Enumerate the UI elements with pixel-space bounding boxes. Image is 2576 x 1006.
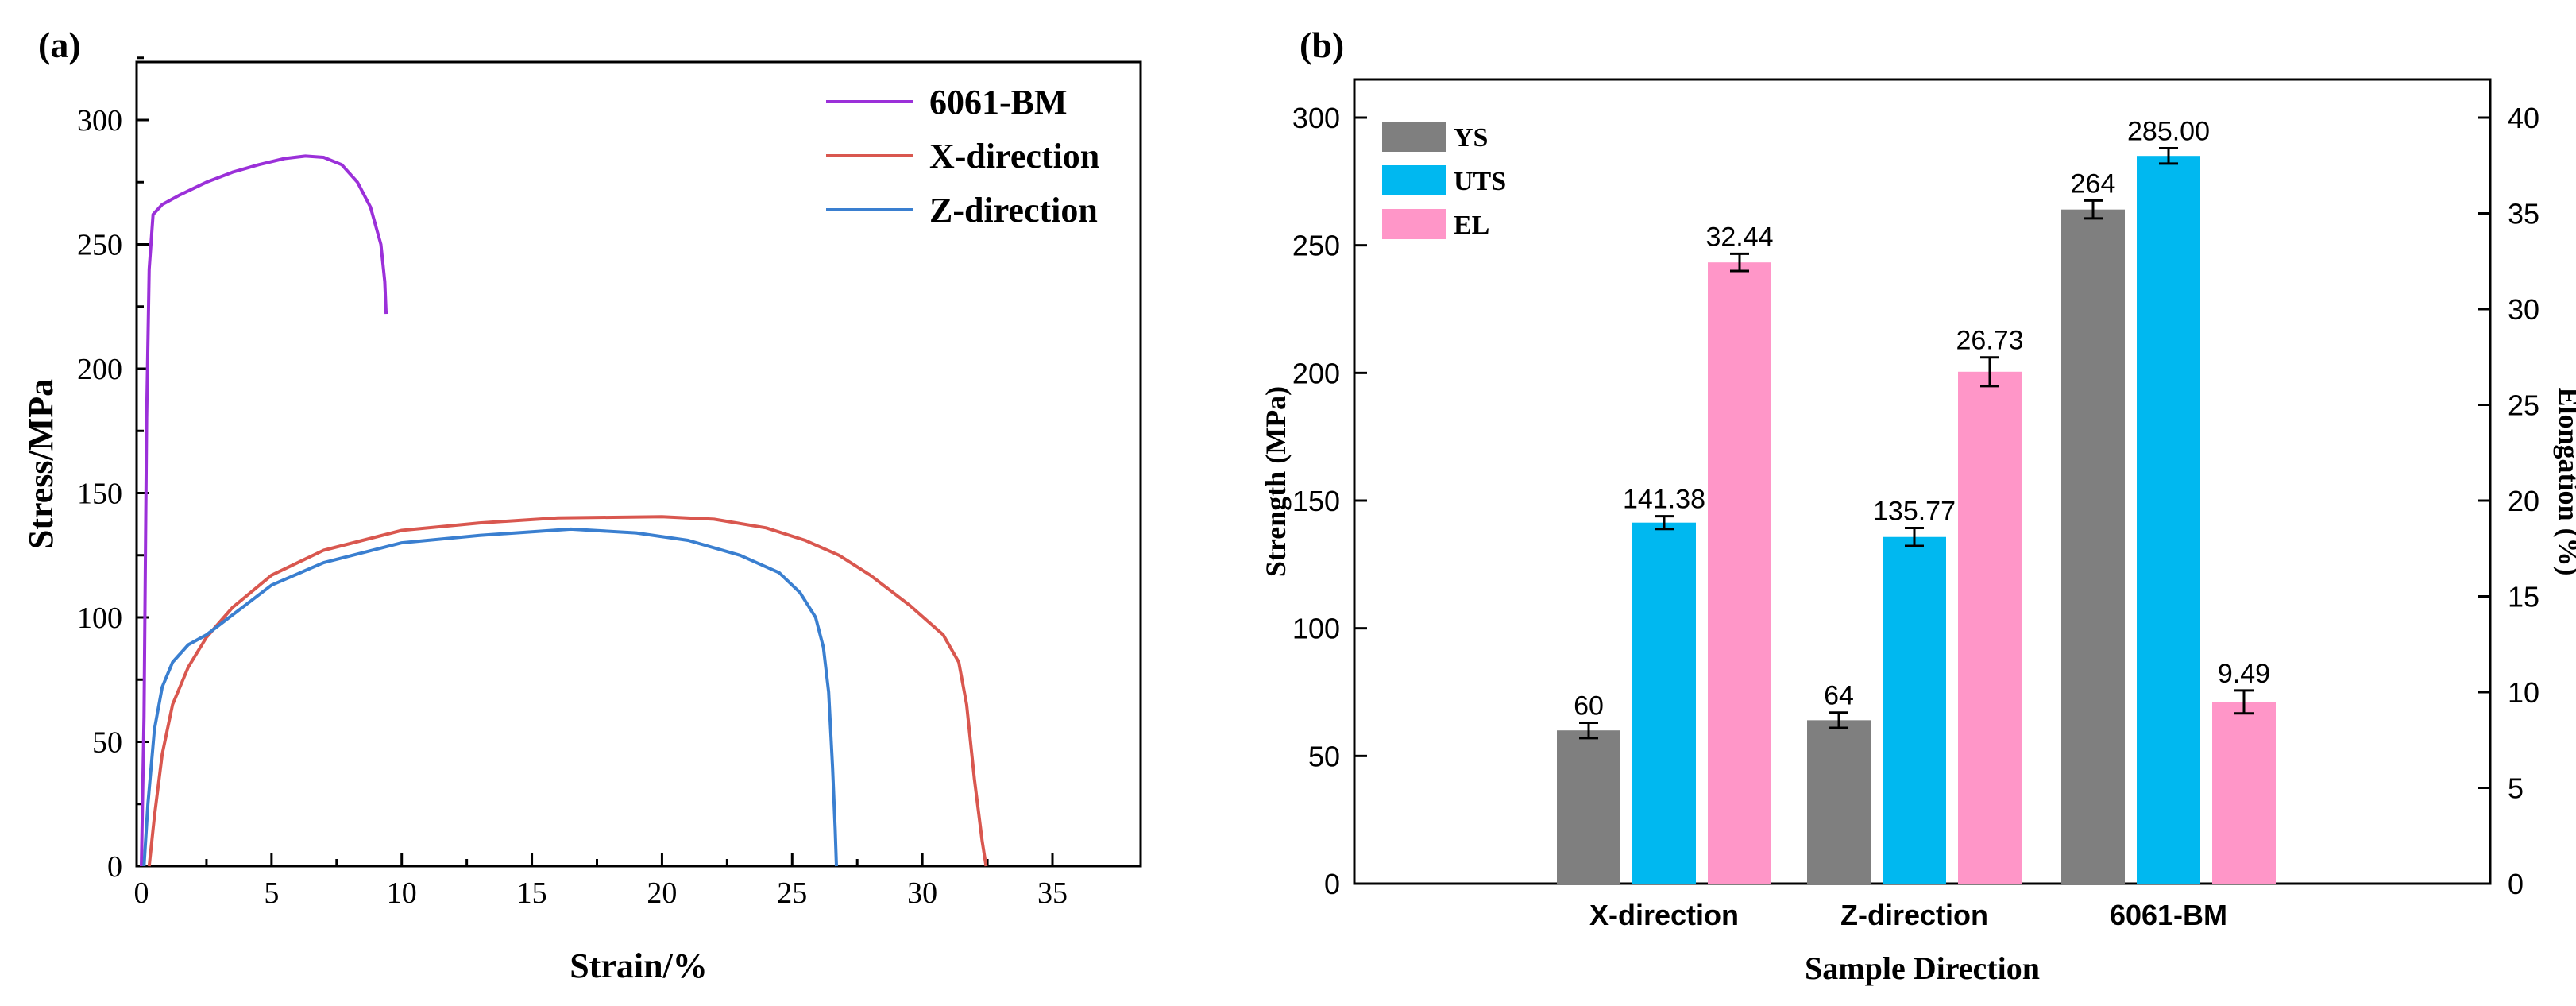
y-tick-label: 150 — [77, 478, 122, 511]
data-label: 64 — [1824, 681, 1854, 711]
category-label: 6061-BM — [2110, 899, 2227, 931]
legend-label: YS — [1454, 123, 1488, 153]
y-tick-label: 0 — [107, 850, 122, 884]
data-label: 9.49 — [2218, 659, 2270, 689]
y-tick-label: 50 — [92, 726, 122, 760]
bar-uts — [1883, 536, 1946, 884]
bar-ys — [2061, 209, 2125, 884]
y-tick-label: 100 — [77, 602, 122, 635]
left-y-tick-label: 100 — [1292, 613, 1340, 645]
right-y-tick-label: 10 — [2508, 676, 2539, 709]
panel-b-left-y-axis-label: Strength (MPa) — [1260, 386, 1292, 577]
x-tick-label: 25 — [777, 876, 807, 910]
series-line-z-direction — [142, 527, 838, 867]
right-y-tick-label: 35 — [2508, 198, 2539, 230]
legend-swatch — [1382, 122, 1446, 152]
data-label: 141.38 — [1623, 485, 1705, 515]
series-line-6061-bm — [140, 154, 388, 867]
right-y-tick-label: 5 — [2508, 772, 2524, 805]
x-tick-label: 35 — [1037, 876, 1068, 910]
bar-el — [1958, 371, 2022, 884]
series-line-x-direction — [147, 515, 988, 867]
left-y-tick-label: 300 — [1292, 102, 1340, 134]
legend-label: 6061-BM — [929, 83, 1068, 122]
panel-a-x-ticks: 0 5 10 15 20 25 30 35 — [134, 853, 1068, 910]
panel-a-label: (a) — [38, 25, 81, 65]
y-tick-label: 250 — [77, 229, 122, 262]
panel-a-y-axis-label: Stress/MPa — [21, 379, 60, 549]
category-label: X-direction — [1589, 899, 1739, 931]
right-y-tick-label: 40 — [2508, 102, 2539, 134]
legend-label: UTS — [1454, 167, 1506, 196]
right-y-tick-label: 30 — [2508, 293, 2539, 326]
bar-ys — [1557, 730, 1620, 884]
data-label: 32.44 — [1705, 222, 1773, 252]
bar-uts — [1632, 522, 1696, 884]
legend-swatch — [1382, 209, 1446, 239]
x-tick-label: 10 — [387, 876, 417, 910]
left-y-tick-label: 50 — [1308, 740, 1340, 772]
x-tick-label: 30 — [907, 876, 937, 910]
bar-uts — [2137, 156, 2200, 884]
panel-b-bars: 60 64 264 141.38 135.77 285.00 32.44 26.73 9.49 — [1557, 117, 2276, 884]
x-tick-label: 15 — [517, 876, 547, 910]
data-label: 60 — [1574, 691, 1604, 722]
left-y-tick-label: 150 — [1292, 485, 1340, 517]
data-label: 285.00 — [2127, 117, 2210, 147]
panel-b-category-labels: X-direction Z-direction 6061-BM — [1589, 899, 2227, 931]
left-y-tick-label: 200 — [1292, 357, 1340, 389]
legend-label: EL — [1454, 211, 1489, 240]
panel-a-series-lines — [140, 154, 988, 867]
x-tick-label: 0 — [134, 876, 149, 910]
panel-b-x-axis-label: Sample Direction — [1805, 950, 2040, 986]
data-label: 264 — [2071, 168, 2116, 199]
panel-b-legend: YS UTS EL — [1382, 122, 1506, 240]
data-label: 135.77 — [1873, 496, 1956, 526]
right-y-tick-label: 20 — [2508, 485, 2539, 517]
x-tick-label: 20 — [647, 876, 677, 910]
right-y-tick-label: 25 — [2508, 389, 2539, 422]
legend-label: X-direction — [929, 137, 1099, 176]
data-label: 26.73 — [1956, 326, 2023, 356]
category-label: Z-direction — [1840, 899, 1988, 931]
bar-el — [1708, 262, 1771, 884]
panel-b-right-y-ticks: 0 5 10 15 20 25 30 35 40 — [2478, 102, 2539, 900]
left-y-tick-label: 0 — [1324, 868, 1340, 900]
panel-a-frame — [135, 60, 1142, 868]
bar-ys — [1807, 720, 1871, 884]
y-tick-label: 300 — [77, 104, 122, 137]
y-tick-label: 200 — [77, 353, 122, 386]
right-y-tick-label: 0 — [2508, 868, 2524, 900]
panel-b-left-y-ticks: 0 50 100 150 200 250 300 — [1292, 102, 1367, 900]
bar-el — [2212, 702, 2276, 884]
panel-b-right-y-axis-label: Elongation (%) — [2553, 387, 2576, 575]
panel-b-label: (b) — [1300, 25, 1344, 65]
legend-label: Z-direction — [929, 191, 1098, 230]
panel-a-x-axis-label: Strain/% — [570, 946, 708, 985]
panel-a-y-ticks: 0 50 100 150 200 250 300 — [77, 56, 149, 884]
x-tick-label: 5 — [264, 876, 279, 910]
right-y-tick-label: 15 — [2508, 581, 2539, 613]
left-y-tick-label: 250 — [1292, 230, 1340, 262]
legend-swatch — [1382, 165, 1446, 195]
panel-a: (a) 0 5 10 15 20 25 30 35 0 50 100 150 200 250 300 St… — [21, 25, 1142, 985]
panel-a-legend: 6061-BM X-direction Z-direction — [826, 83, 1099, 230]
